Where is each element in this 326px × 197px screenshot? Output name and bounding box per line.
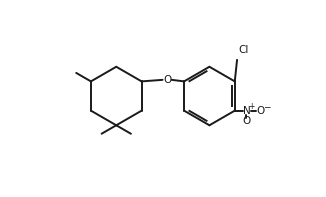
Text: −: − <box>262 102 270 111</box>
Text: N: N <box>243 106 251 116</box>
Text: Cl: Cl <box>239 45 249 55</box>
Text: O: O <box>163 75 171 85</box>
Text: +: + <box>248 102 254 111</box>
Text: O: O <box>242 116 250 126</box>
Text: O: O <box>257 106 265 116</box>
